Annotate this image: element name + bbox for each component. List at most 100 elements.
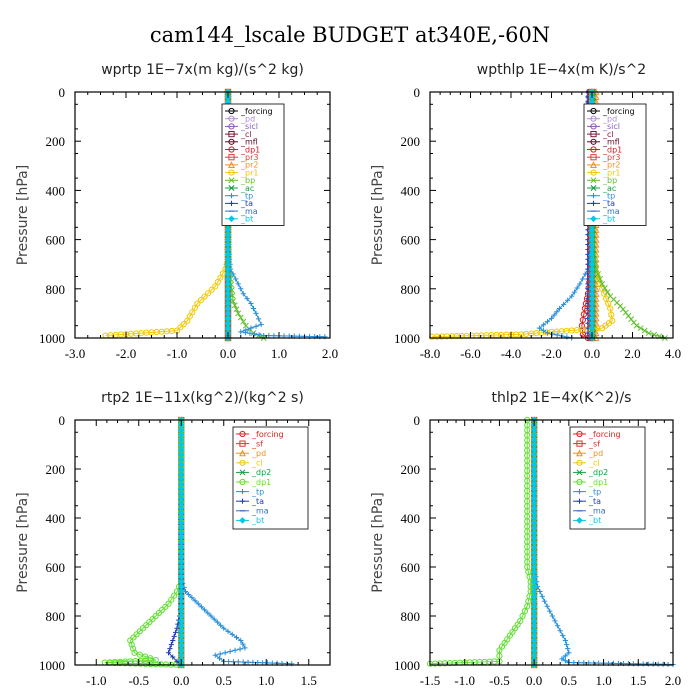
x-tick-label: -4.0 bbox=[501, 346, 522, 361]
data-point bbox=[563, 638, 568, 643]
legend: _forcing_sf_pd_cl_dp2_dp1_tp_ta_ma_bt bbox=[233, 427, 308, 529]
y-tick-label: 200 bbox=[46, 134, 66, 149]
y-tick-label: 1000 bbox=[394, 331, 420, 346]
x-tick-label: -6.0 bbox=[460, 346, 481, 361]
legend-label: _ma bbox=[588, 507, 606, 516]
series-line bbox=[105, 420, 182, 665]
data-point bbox=[238, 329, 243, 334]
data-point bbox=[231, 659, 236, 664]
series-line bbox=[106, 92, 228, 336]
x-tick-label: -1.0 bbox=[167, 346, 188, 361]
x-tick-label: -3.0 bbox=[65, 346, 86, 361]
series-line bbox=[430, 420, 531, 664]
x-tick-label: 0.0 bbox=[220, 346, 236, 361]
data-point bbox=[580, 276, 585, 281]
x-tick-label: 0.5 bbox=[561, 673, 577, 688]
x-tick-label: -0.5 bbox=[489, 673, 510, 688]
x-tick-label: 2.0 bbox=[624, 346, 640, 361]
legend-label: _pd bbox=[588, 449, 603, 458]
y-tick-label: 400 bbox=[401, 183, 421, 198]
data-point bbox=[245, 660, 250, 665]
x-tick-label: -2.0 bbox=[541, 346, 562, 361]
series-bt bbox=[179, 417, 184, 667]
y-axis-label: Pressure [hPa] bbox=[370, 165, 386, 265]
x-tick-label: 2.0 bbox=[665, 673, 681, 688]
y-tick-label: 1000 bbox=[39, 331, 65, 346]
data-point bbox=[564, 642, 569, 647]
panel-title: rtp2 1E−11x(kg^2)/(kg^2 s) bbox=[101, 390, 304, 406]
data-point bbox=[223, 650, 228, 655]
y-tick-label: 200 bbox=[46, 462, 66, 477]
data-point bbox=[253, 324, 258, 329]
data-point bbox=[253, 311, 258, 316]
y-tick-label: 800 bbox=[46, 282, 66, 297]
data-point bbox=[218, 651, 223, 656]
legend-label: _dp1 bbox=[251, 478, 271, 487]
panel-title: thlp2 1E−4x(K^2)/s bbox=[492, 390, 632, 406]
data-point bbox=[572, 289, 577, 294]
data-point bbox=[259, 322, 264, 327]
data-point bbox=[575, 285, 580, 290]
chart-panel-3: rtp2 1E−11x(kg^2)/(kg^2 s) Pressure [hPa]… bbox=[15, 390, 330, 688]
legend: _forcing_sf_pd_cl_dp2_dp1_tp_ta_ma_bt bbox=[570, 427, 645, 529]
y-tick-label: 400 bbox=[401, 511, 421, 526]
legend-label: _bt bbox=[588, 516, 601, 525]
y-tick-label: 200 bbox=[401, 134, 421, 149]
x-tick-label: 1.0 bbox=[258, 673, 274, 688]
legend-label: _cl bbox=[251, 459, 263, 468]
series-bt bbox=[532, 417, 537, 667]
x-tick-label: 1.5 bbox=[301, 673, 317, 688]
legend-label: _dp2 bbox=[251, 468, 271, 477]
data-point bbox=[232, 648, 237, 653]
legend-label: _sf bbox=[251, 439, 263, 448]
y-tick-label: 400 bbox=[46, 511, 66, 526]
y-tick-label: 1000 bbox=[39, 658, 65, 673]
x-tick-label: -8.0 bbox=[420, 346, 441, 361]
y-tick-label: 400 bbox=[46, 183, 66, 198]
data-point bbox=[250, 660, 255, 665]
data-point bbox=[564, 334, 569, 339]
data-point bbox=[565, 646, 570, 651]
data-point bbox=[542, 599, 547, 604]
x-tick-label: 4.0 bbox=[665, 346, 681, 361]
legend-label: _ma bbox=[251, 507, 269, 516]
legend-label: _tp bbox=[588, 487, 601, 496]
x-tick-label: -2.0 bbox=[116, 346, 137, 361]
y-tick-label: 0 bbox=[59, 413, 66, 428]
legend-label: _tp bbox=[251, 487, 264, 496]
figure-title: cam144_lscale BUDGET at340E,-60N bbox=[150, 23, 550, 47]
x-tick-label: 1.0 bbox=[595, 673, 611, 688]
y-tick-label: 600 bbox=[46, 560, 66, 575]
series-dp1 bbox=[427, 417, 533, 666]
data-point bbox=[256, 316, 261, 321]
data-point bbox=[537, 589, 542, 594]
series-pr1 bbox=[103, 89, 231, 338]
x-tick-label: -0.5 bbox=[128, 673, 149, 688]
legend-label: _cl bbox=[588, 459, 600, 468]
data-point bbox=[251, 306, 256, 311]
plot-frame bbox=[75, 92, 330, 338]
y-tick-label: 600 bbox=[401, 560, 421, 575]
legend-label: _bt bbox=[240, 215, 253, 224]
y-tick-label: 1000 bbox=[394, 658, 420, 673]
x-tick-label: 0.0 bbox=[173, 673, 189, 688]
x-tick-label: 1.0 bbox=[271, 346, 287, 361]
legend-label: _forcing bbox=[251, 430, 284, 439]
legend: _forcing_pd_sicl_cl_mfl_dp1_pr3_pr2_pr1_… bbox=[584, 104, 646, 226]
data-point bbox=[555, 623, 560, 628]
legend-label: _ta bbox=[588, 497, 601, 506]
legend-label: _bt bbox=[602, 215, 615, 224]
chart-panel-4: thlp2 1E−4x(K^2)/s Pressure [hPa] -1.5 -1.0… bbox=[370, 390, 681, 688]
y-tick-label: 800 bbox=[46, 609, 66, 624]
x-tick-label: 0.0 bbox=[526, 673, 542, 688]
data-point bbox=[560, 633, 565, 638]
data-point bbox=[558, 628, 563, 633]
chart-panel-2: wpthlp 1E−4x(m K)/s^2 Pressure [hPa] -8.0 -… bbox=[370, 62, 681, 361]
data-point bbox=[651, 662, 656, 667]
data-point bbox=[236, 281, 241, 286]
data-point bbox=[656, 662, 661, 667]
panel-title: wpthlp 1E−4x(m K)/s^2 bbox=[477, 62, 646, 78]
data-point bbox=[237, 646, 242, 651]
chart-panel-1: wprtp 1E−7x(m kg)/(s^2 kg) Pressure [hPa]… bbox=[15, 62, 338, 361]
panel-title: wprtp 1E−7x(m kg)/(s^2 kg) bbox=[101, 62, 304, 78]
